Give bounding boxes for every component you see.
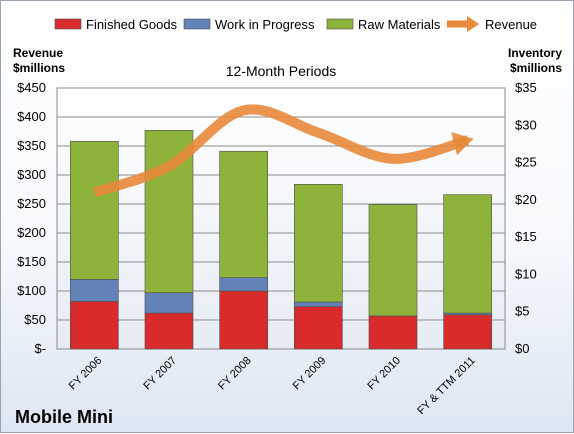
legend-arrow-swatch — [467, 16, 479, 32]
left-tick-label: $50 — [24, 312, 46, 327]
legend-swatch — [54, 18, 82, 30]
left-tick-label: $300 — [17, 167, 46, 182]
bar-finished-goods — [294, 306, 343, 350]
left-axis-title-line2: $millions — [13, 61, 65, 75]
left-tick-label: $150 — [17, 254, 46, 269]
chart-subtitle: 12-Month Periods — [226, 63, 337, 79]
left-tick-label: $400 — [17, 109, 46, 124]
bar-work-in-progress — [219, 277, 268, 292]
right-axis-title-line1: Inventory — [508, 46, 562, 60]
revenue-line — [92, 104, 470, 198]
legend-label: Finished Goods — [86, 17, 178, 32]
bar-work-in-progress — [70, 279, 119, 302]
legend-label: Work in Progress — [215, 17, 315, 32]
right-tick-label: $35 — [515, 80, 537, 95]
bar-raw-materials — [294, 183, 343, 303]
bar-series — [70, 130, 492, 350]
plot-area — [56, 87, 506, 350]
bar-raw-materials — [368, 204, 418, 317]
chart-legend: Finished Goods Work in Progress Raw Materi… — [54, 16, 537, 32]
bar-raw-materials — [443, 194, 492, 314]
revenue-line-series — [92, 104, 474, 198]
bar-finished-goods — [443, 314, 492, 350]
bar-finished-goods — [144, 312, 194, 350]
category-label: FY 2009 — [291, 355, 329, 393]
left-tick-label: $350 — [17, 138, 46, 153]
company-name: Mobile Mini — [15, 407, 113, 427]
right-tick-label: $25 — [515, 155, 537, 170]
legend-label: Raw Materials — [358, 17, 441, 32]
category-label: FY 2007 — [141, 355, 179, 393]
right-tick-label: $10 — [515, 266, 537, 281]
bar-work-in-progress — [294, 301, 343, 307]
bar-finished-goods — [70, 301, 119, 350]
right-tick-label: $30 — [515, 117, 537, 132]
category-label: FY 2008 — [216, 355, 254, 393]
category-label: FY & TTM 2011 — [415, 355, 478, 418]
right-tick-label: $20 — [515, 192, 537, 207]
left-tick-label: $- — [34, 341, 46, 356]
category-labels: FY 2006 FY 2007 FY 2008 FY 2009 FY 2010 FY & … — [67, 355, 478, 418]
left-axis-ticks: $- $50 $100 $150 $200 $250 $300 $350 $400 $450 — [17, 80, 46, 356]
legend-label: Revenue — [485, 17, 537, 32]
bar-work-in-progress — [144, 292, 194, 314]
left-tick-label: $250 — [17, 196, 46, 211]
right-axis-ticks: $0 $5 $10 $15 $20 $25 $30 $35 — [515, 80, 537, 356]
bar-raw-materials — [70, 141, 119, 280]
bar-finished-goods — [219, 290, 268, 350]
right-tick-label: $0 — [515, 341, 529, 356]
legend-swatch — [326, 18, 354, 30]
revenue-arrowhead — [451, 131, 474, 156]
bar-raw-materials — [219, 150, 268, 278]
left-axis-title-line1: Revenue — [13, 46, 63, 60]
bar-finished-goods — [368, 315, 418, 350]
category-label: FY 2010 — [365, 355, 403, 393]
left-tick-label: $100 — [17, 283, 46, 298]
right-tick-label: $15 — [515, 229, 537, 244]
right-axis-title-line2: $millions — [510, 61, 562, 75]
left-tick-label: $200 — [17, 225, 46, 240]
legend-swatch — [183, 18, 211, 30]
left-tick-label: $450 — [17, 80, 46, 95]
right-tick-label: $5 — [515, 304, 529, 319]
category-label: FY 2006 — [67, 355, 105, 393]
